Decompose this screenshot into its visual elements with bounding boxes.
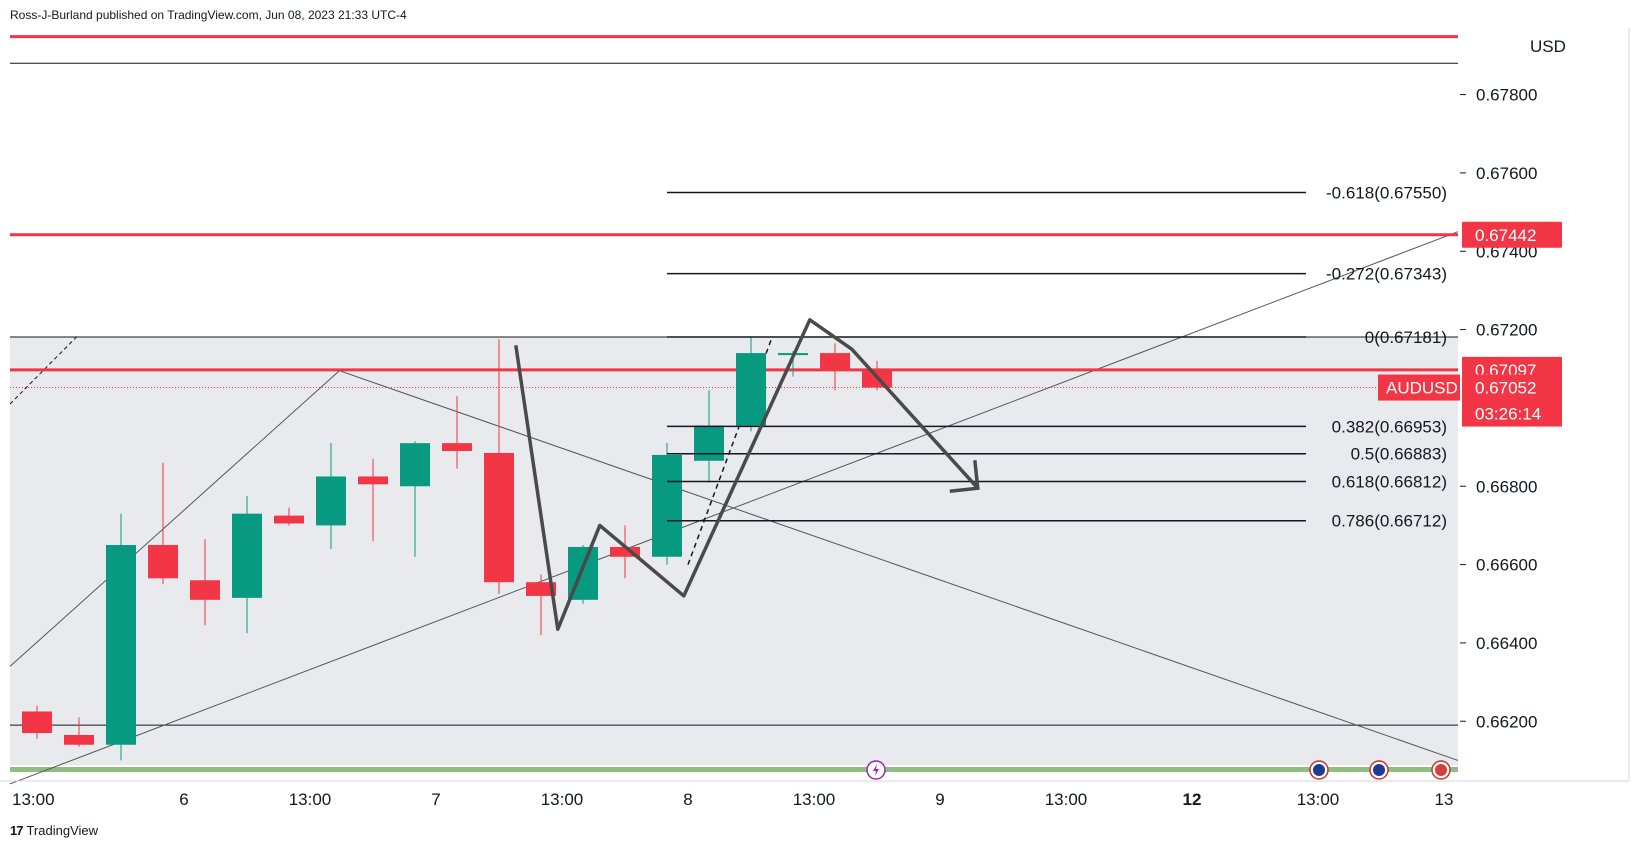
bottom-event-strip [10,767,1458,772]
time-tick-label: 13 [1435,790,1454,809]
bar-countdown-label: 03:26:14 [1475,405,1541,424]
currency-label[interactable]: USD [1530,37,1566,56]
candle-body[interactable] [22,711,52,733]
time-tick-label: 13:00 [289,790,332,809]
price-tick-label: 0.67800 [1476,86,1537,105]
candle-body[interactable] [610,546,640,557]
projection-arrowhead-icon [949,460,980,493]
candle-body[interactable] [148,545,178,579]
price-level-badge-label: 0.67442 [1475,226,1536,245]
dashed-trend-line[interactable] [9,335,79,405]
price-tick-label: 0.67200 [1476,321,1537,340]
time-tick-label: 7 [431,790,440,809]
symbol-tag [1378,374,1460,401]
candle-body[interactable] [694,425,724,461]
fib-level-label: 0.382(0.66953) [1332,417,1447,436]
time-tick-label: 13:00 [12,790,55,809]
candle-body[interactable] [400,443,430,487]
candle-body[interactable] [526,582,556,596]
fib-level-label: 0.786(0.66712) [1332,512,1447,531]
candle-body[interactable] [64,734,94,745]
time-tick-label: 13:00 [1045,790,1088,809]
last-price-badge [1462,374,1562,427]
candle-body[interactable] [274,515,304,524]
flag-fill [1373,764,1385,776]
flag-fill [1313,764,1325,776]
candle-body[interactable] [232,513,262,598]
price-tick-label: 0.66800 [1476,477,1537,496]
candle-body[interactable] [442,443,472,451]
time-tick-label: 13:00 [793,790,836,809]
symbol-tag-label: AUDUSD [1386,379,1458,398]
candle-body[interactable] [316,476,346,526]
lightning-glyph [873,764,879,776]
candle-body[interactable] [652,454,682,557]
publisher-line: Ross-J-Burland published on TradingView.… [10,8,407,22]
brand-label: TradingView [26,823,99,838]
price-tick-label: 0.66600 [1476,556,1537,575]
time-tick-label: 9 [935,790,944,809]
time-tick-label: 8 [683,790,692,809]
fib-level-label: 0.5(0.66883) [1351,445,1447,464]
fib-level-label: 0.618(0.66812) [1332,473,1447,492]
fib-level-label: 0(0.67181) [1365,328,1447,347]
price-tick-label: 0.66200 [1476,712,1537,731]
candle-body[interactable] [484,452,514,583]
price-tick-label: 0.66400 [1476,634,1537,653]
tradingview-brand[interactable]: 17 TradingView [10,823,98,838]
fib-level-label: -0.618(0.67550) [1326,184,1447,203]
price-tick-label: 0.67600 [1476,164,1537,183]
candle-body[interactable] [820,353,850,369]
candle-body[interactable] [736,353,766,426]
zigzag-projection-path[interactable] [514,318,980,631]
candle-body[interactable] [106,545,136,745]
fib-level-label: -0.272(0.67343) [1326,265,1447,284]
last-price-label: 0.67052 [1475,379,1536,398]
flag-fill [1435,764,1447,776]
candle-body[interactable] [190,580,220,600]
time-tick-label: 12 [1183,790,1202,809]
tradingview-logo-icon: 17 [10,823,24,838]
time-tick-label: 6 [179,790,188,809]
candle-body[interactable] [358,476,388,485]
time-tick-label: 13:00 [541,790,584,809]
price-level-badge [1462,221,1562,248]
time-tick-label: 13:00 [1297,790,1340,809]
trend-line[interactable] [9,231,1459,785]
